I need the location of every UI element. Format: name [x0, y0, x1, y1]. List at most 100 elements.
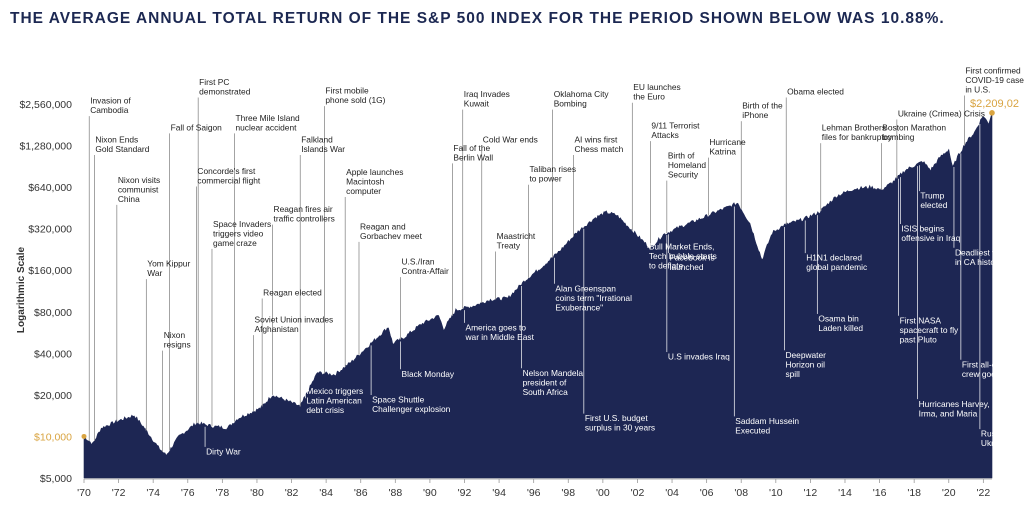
annotation-line: 9/11 Terrorist	[651, 121, 700, 131]
x-tick-label: '98	[561, 487, 575, 499]
x-tick-label: '14	[838, 487, 852, 499]
annotation-line: Reagan elected	[263, 287, 322, 297]
x-tick-label: '04	[665, 487, 679, 499]
annotation-line: Russia invades	[981, 429, 1024, 439]
x-tick-label: '70	[77, 487, 91, 499]
annotation-line: triggers video	[213, 228, 264, 238]
annotation-line: debt crisis	[306, 405, 344, 415]
y-tick-label: $320,000	[28, 224, 72, 236]
end-value-label: $2,209,02	[970, 98, 1019, 110]
annotation-line: AI wins first	[574, 134, 617, 144]
annotation-line: EU launches	[633, 82, 681, 92]
x-tick-label: '82	[285, 487, 299, 499]
x-tick-label: '18	[907, 487, 921, 499]
annotation-line: ISIS begins	[901, 224, 944, 234]
annotation-line: China	[118, 194, 140, 204]
annotation-line: resigns	[164, 340, 191, 350]
annotation-line: Berlin Wall	[453, 152, 493, 162]
x-axis: '70 '72 '74 '76 '78 '80 '82 '84 '86 '88 '90 '92 '94 '…	[77, 478, 992, 499]
annotation-line: COVID-19 case	[965, 75, 1024, 85]
annotation: Ukraine (Crimea) Crisis	[898, 108, 985, 118]
annotation-line: Nelson Mandela	[523, 368, 584, 378]
annotation: Black Monday	[402, 369, 455, 379]
x-tick-label: '16	[873, 487, 887, 499]
annotation-line: Alan Greenspan	[555, 283, 616, 293]
annotation-line: in U.S.	[965, 85, 990, 95]
annotation-line: global pandemic	[806, 262, 867, 272]
annotation-line: First U.S. budget	[585, 413, 649, 423]
annotation-line: spacecraft to fly	[900, 325, 959, 335]
annotation-line: Exuberance"	[555, 302, 603, 312]
annotation-line: to deflate	[649, 260, 684, 270]
annotation-line: Maastricht	[497, 231, 536, 241]
annotation-line: First all-civilian	[962, 359, 1017, 369]
annotation-line: America goes to	[465, 322, 526, 332]
annotation-line: Horizon oil	[785, 359, 825, 369]
annotation-line: president of	[523, 377, 567, 387]
annotation-line: Mexico triggers	[306, 386, 363, 396]
annotation: Dirty War	[206, 446, 241, 456]
annotation-line: U.S./Iran	[402, 257, 435, 267]
annotation-line: in CA history	[955, 257, 1003, 267]
annotation-line: Boston Marathon	[882, 123, 946, 133]
x-tick-label: '80	[250, 487, 264, 499]
y-tick-label: $80,000	[34, 307, 72, 319]
x-tick-label: '00	[596, 487, 610, 499]
annotation-line: Yom Kippur	[147, 259, 190, 269]
annotation-line: computer	[346, 186, 381, 196]
area-path	[83, 112, 993, 479]
annotation-line: bombing	[882, 132, 914, 142]
x-tick-label: '96	[527, 487, 541, 499]
annotation-line: Space Invaders	[213, 219, 271, 229]
annotation-line: surplus in 30 years	[585, 423, 655, 433]
annotation-line: Chess match	[574, 144, 623, 154]
annotation-line: phone sold (1G)	[325, 95, 385, 105]
y-axis: $5,000 $10,000 $20,000 $40,000 $80,000 $160,0…	[19, 99, 72, 485]
annotation-line: Tech bubble starts	[649, 251, 717, 261]
annotation-line: iPhone	[742, 110, 768, 120]
annotation-line: Gold Standard	[95, 144, 149, 154]
annotation-line: Three Mile Island	[235, 113, 300, 123]
annotation-line: Macintosh	[346, 177, 385, 187]
annotation-line: Birth of	[668, 151, 695, 161]
annotation: Reagan elected	[263, 287, 322, 297]
annotation-line: Nixon Ends	[95, 134, 138, 144]
annotation-line: offensive in Iraq	[901, 233, 960, 243]
annotation-line: Contra-Affair	[402, 266, 450, 276]
annotation-line: Osama bin	[818, 314, 859, 324]
annotation-line: spill	[785, 369, 800, 379]
x-tick-label: '84	[319, 487, 333, 499]
x-tick-label: '08	[734, 487, 748, 499]
x-tick-label: '78	[216, 487, 230, 499]
chart-title: THE AVERAGE ANNUAL TOTAL RETURN OF THE S…	[10, 10, 945, 27]
x-tick-label: '88	[388, 487, 402, 499]
annotation-line: South Africa	[523, 387, 569, 397]
annotation-line: Apple launches	[346, 167, 403, 177]
annotation-line: Birth of the	[742, 101, 783, 111]
x-tick-label: '90	[423, 487, 437, 499]
start-point	[81, 433, 87, 439]
area-series: $2,209,02	[81, 98, 1019, 479]
